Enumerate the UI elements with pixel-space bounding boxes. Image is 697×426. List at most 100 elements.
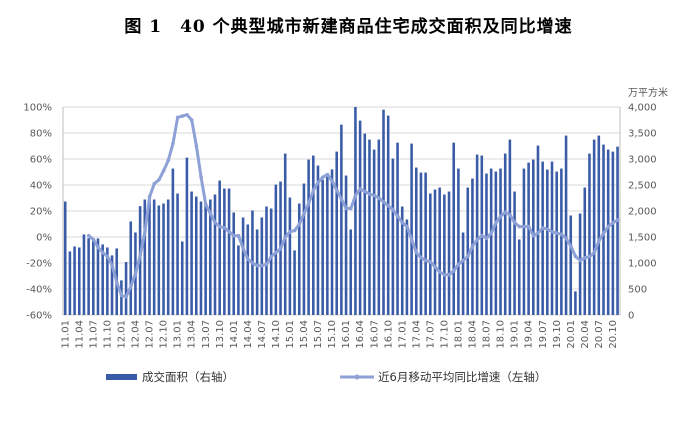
x-tick-label: 16.04 [355,320,366,349]
line-point [414,250,419,255]
bar [255,229,259,315]
bar [344,175,348,315]
bar [358,120,362,316]
bar [171,168,175,315]
line-point [133,271,138,276]
line-point [208,211,213,216]
bar [148,196,151,315]
bar [475,154,479,315]
x-tick-label: 15.01 [285,320,296,349]
bar [209,199,212,315]
bar [564,135,568,315]
bar [68,251,72,315]
bar [218,180,221,315]
y-right-tick-label: 4,000 [628,103,657,114]
line-point [489,231,494,235]
line-point [138,253,143,257]
line-point [559,232,564,237]
line-point [428,259,433,264]
x-tick-label: 14.01 [229,320,240,349]
y-left-tick-label: 40% [30,181,52,192]
line-point [147,194,152,199]
bar [522,168,526,315]
bar [536,145,540,315]
y-right-tick-label: 1,000 [628,259,657,270]
y-right-unit: 万平方米 [628,86,668,99]
bar [606,149,610,315]
line-point [517,224,522,229]
line-point [512,220,517,225]
x-tick-label: 12.01 [117,320,128,349]
line-point [302,211,306,216]
bar [382,109,385,315]
y-left-tick-label: -20% [26,259,52,270]
x-tick-label: 19.04 [524,320,535,349]
line-point [157,178,161,182]
line-point [119,293,124,298]
x-tick-label: 20.10 [608,320,619,349]
bar [503,153,507,315]
line-point [105,254,110,259]
line-point [110,263,114,268]
x-tick-label: 12.04 [131,320,142,349]
y-right-tick-label: 2,500 [628,181,657,192]
line-point [297,222,302,226]
bar [508,139,512,315]
line-point [470,244,475,248]
x-tick-label: 13.10 [215,320,226,349]
x-tick-label: 17.07 [425,320,436,349]
line-point [386,204,391,208]
x-tick-label: 17.10 [439,320,450,349]
bar [550,161,554,315]
bar [143,199,147,315]
x-tick-label: 19.01 [510,320,521,349]
legend-bar-swatch [106,374,137,380]
line-point [175,115,180,120]
line-point [171,141,175,146]
bar [312,155,315,315]
line-point [152,181,157,186]
line-point [349,206,353,211]
bar [546,169,549,315]
line-point [423,258,428,263]
line-point [311,188,316,192]
line-point [199,175,203,179]
x-tick-label: 15.04 [299,320,310,349]
y-right-tick-label: 3,000 [628,155,657,166]
bar [583,187,587,315]
bar [461,232,465,315]
line-point [316,180,320,185]
line-point [269,254,274,259]
line-point [264,262,269,267]
line-point [185,113,189,117]
bar [447,191,451,315]
line-point [325,172,330,177]
bar [574,291,577,315]
line-point [456,262,461,267]
line-point [194,144,199,148]
bar [485,173,488,315]
line-point [250,261,255,265]
line-point [583,255,587,260]
line-point [522,224,526,229]
line-point [260,263,264,268]
line-point [592,250,597,255]
line-point [203,202,208,207]
bar [82,234,86,315]
bar [190,191,193,315]
bar [405,219,409,315]
x-tick-label: 13.01 [173,320,184,349]
bar [283,153,287,315]
bar [246,224,250,315]
line-point [124,295,128,299]
bar [152,199,156,315]
line-point [306,201,311,205]
line-point [615,218,620,222]
bar [424,172,427,315]
bar [73,246,76,315]
line-point [480,233,484,238]
y-left-tick-label: -40% [26,285,52,296]
x-tick-label: 20.07 [594,320,605,349]
bar [457,168,460,315]
